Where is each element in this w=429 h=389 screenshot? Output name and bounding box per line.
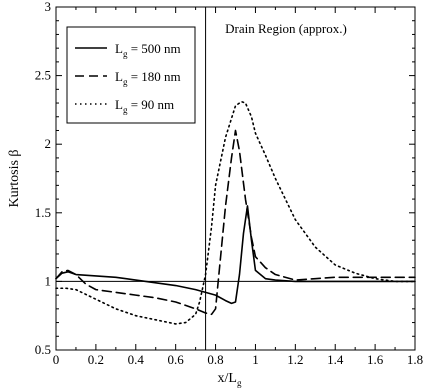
series-line-2 <box>55 129 416 316</box>
y-tick-label: 3 <box>45 0 52 14</box>
legend-label-3: Lg = 90 nm <box>115 97 174 115</box>
x-tick-label: 0 <box>53 352 60 367</box>
y-axis-label: Kurtosis β <box>7 149 22 207</box>
axis-ticks <box>55 6 416 351</box>
series-lines <box>55 100 416 325</box>
x-axis-label: x/Lg <box>218 371 242 388</box>
y-tick-label: 2 <box>45 136 52 151</box>
x-tick-label: 0.4 <box>128 352 145 367</box>
legend: Lg = 500 nm Lg = 180 nm Lg = 90 nm <box>66 26 196 124</box>
x-axis-label-main: x/L <box>218 371 237 386</box>
legend-label-1: Lg = 500 nm <box>115 41 181 59</box>
x-tick-label: 0.8 <box>207 352 223 367</box>
series-line-1 <box>55 205 416 305</box>
x-tick-label: 0.2 <box>88 352 104 367</box>
y-tick-label: 0.5 <box>35 342 51 357</box>
y-tick-label: 2.5 <box>35 68 51 83</box>
x-axis-label-sub: g <box>237 378 242 388</box>
drain-region-annotation: Drain Region (approx.) <box>225 21 347 36</box>
legend-label-2: Lg = 180 nm <box>115 69 181 87</box>
x-tick-label: 1.8 <box>407 352 423 367</box>
x-tick-label: 0.6 <box>168 352 185 367</box>
x-tick-label: 1 <box>252 352 259 367</box>
x-tick-label: 1.4 <box>327 352 344 367</box>
y-tick-label: 1.5 <box>35 205 51 220</box>
tick-labels: 0 0.2 0.4 0.6 0.8 1 1.2 1.4 1.6 1.8 0.5 1 1.5 2 2.5 3 <box>35 0 423 367</box>
x-tick-label: 1.6 <box>367 352 384 367</box>
y-tick-label: 1 <box>45 273 52 288</box>
legend-box <box>66 26 196 124</box>
x-tick-label: 1.2 <box>287 352 303 367</box>
